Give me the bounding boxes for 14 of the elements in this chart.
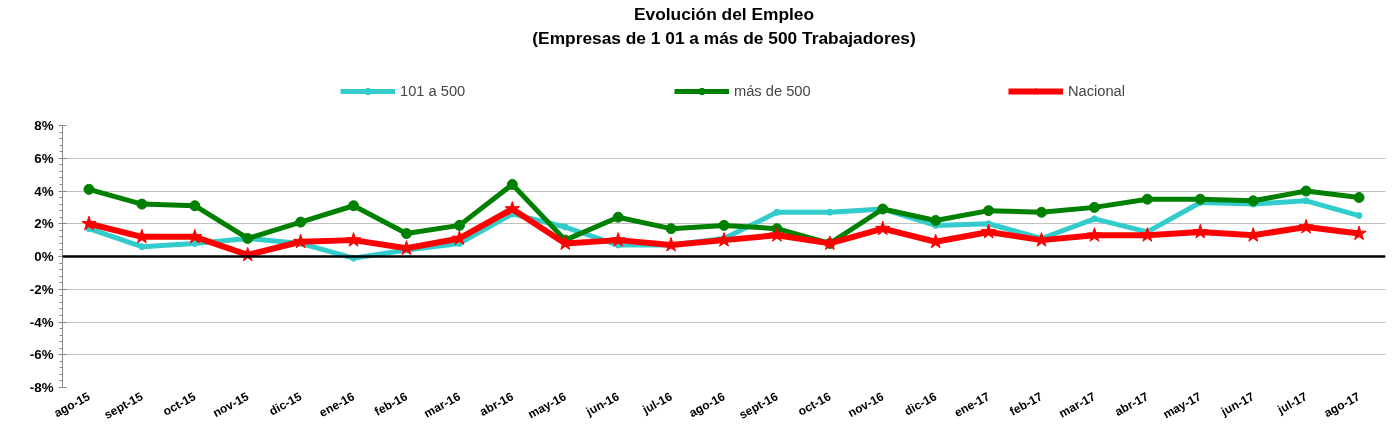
y-tick-label: -8% [29, 380, 54, 395]
y-tick-label: 2% [34, 216, 54, 232]
y-tick-label: -2% [29, 281, 54, 297]
legend-label: Nacional [1068, 83, 1127, 99]
y-tick-label: 4% [34, 183, 54, 199]
chart-title: Evolución del Empleo [633, 3, 815, 24]
y-tick-label: -4% [29, 314, 54, 330]
y-tick-label: 8% [34, 118, 54, 133]
y-tick-label: -6% [29, 347, 54, 363]
y-tick-label: 0% [34, 249, 54, 264]
chart-subtitle: (Empresas de 1 01 a más de 500 Trabajadores) [532, 27, 916, 48]
y-tick-label: 6% [34, 150, 54, 166]
legend-label: más de 500 [734, 83, 812, 99]
legend-label: 101 a 500 [400, 83, 467, 99]
